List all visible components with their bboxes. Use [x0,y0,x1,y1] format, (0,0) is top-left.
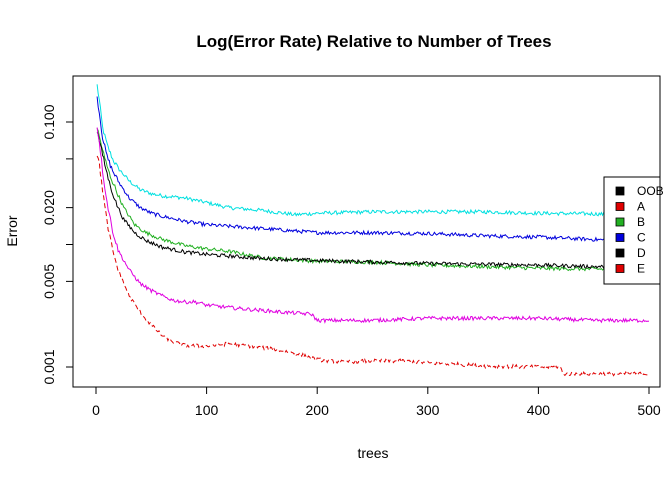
legend-label: B [637,215,645,229]
y-tick-label: 0.020 [41,190,57,225]
legend-box [603,176,661,285]
x-tick-label: 500 [637,402,661,418]
y-axis: 0.001 0.005 0.020 0.100 [41,104,74,385]
legend-label: E [637,262,645,276]
legend-label: D [637,246,646,260]
x-axis: 0 100 200 300 400 500 [92,386,661,418]
legend-swatch [615,248,625,258]
series-line-magenta [96,127,650,324]
y-axis-label: Error [4,215,20,246]
series-line-blue [96,96,650,245]
legend-swatch [615,202,625,211]
series-line-green [96,128,650,273]
x-axis-label: trees [357,445,388,461]
series-line-cyan [96,84,650,219]
x-tick-label: 0 [92,402,100,418]
series-line-black [96,132,650,271]
chart-title: Log(Error Rate) Relative to Number of Tr… [196,32,551,51]
x-tick-label: 300 [416,402,440,418]
y-tick-label: 0.001 [41,349,57,384]
legend-label: A [637,200,645,214]
x-tick-label: 100 [195,402,219,418]
legend-swatch [615,233,625,242]
x-tick-label: 400 [527,402,551,418]
legend-swatch [615,217,625,227]
y-tick-label: 0.005 [41,264,57,299]
legend-label: C [637,231,646,245]
legend-label: OOB [637,184,664,198]
series-layer [96,84,650,377]
legend-swatch [615,186,625,196]
legend-swatch [615,264,625,273]
x-tick-label: 200 [306,402,330,418]
y-tick-label: 0.100 [41,104,57,139]
series-line-red [96,155,650,377]
